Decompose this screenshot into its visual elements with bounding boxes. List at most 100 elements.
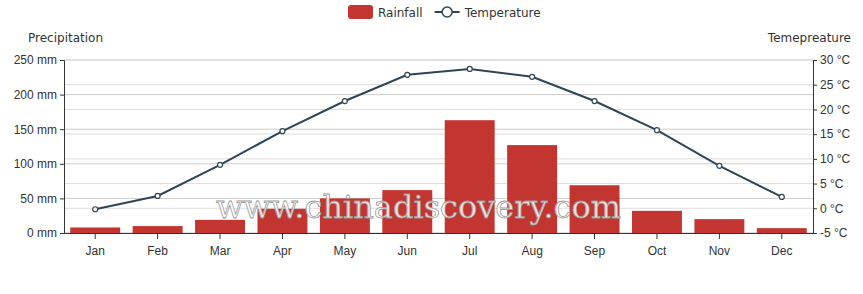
tick-mark: [282, 233, 283, 239]
tick: 200 mm: [14, 88, 64, 102]
tick-mark: [220, 233, 221, 239]
legend-label: Temperature: [464, 6, 541, 20]
tick-mark: [656, 233, 657, 239]
grid-line: [64, 60, 813, 61]
tick: Feb: [147, 233, 168, 258]
tick: Aug: [521, 233, 542, 258]
legend: Rainfall Temperature: [348, 5, 541, 20]
tick-mark: [60, 198, 64, 199]
tick: Jul: [462, 233, 477, 258]
tick-label: 5 °C: [820, 177, 844, 191]
tick: 0 °C: [813, 202, 844, 216]
tick: 250 mm: [14, 53, 64, 67]
bar: [133, 226, 183, 233]
tick-mark: [60, 95, 64, 96]
watermark: www.chinadiscovery.com: [216, 188, 621, 226]
tick: 30 °C: [813, 53, 850, 67]
legend-label: Rainfall: [378, 6, 423, 20]
plot-area: [70, 66, 807, 233]
tick-label: Jul: [462, 244, 477, 258]
tick: Mar: [210, 233, 231, 258]
tick-mark: [719, 233, 720, 239]
marker: [717, 163, 722, 168]
tick: Dec: [771, 233, 792, 258]
x-axis: Jan Feb Mar Apr May Jun Jul Aug Sep Oct Nov Dec: [65, 233, 814, 258]
tick: Nov: [709, 233, 730, 258]
tick: 0 mm: [27, 226, 64, 240]
grid-line: [64, 94, 813, 95]
grid-line: [64, 183, 813, 184]
tick: Apr: [273, 233, 292, 258]
tick: 50 mm: [20, 192, 64, 206]
tick-label: Jun: [398, 244, 417, 258]
tick-label: 0 mm: [27, 226, 57, 240]
tick-label: 150 mm: [14, 123, 57, 137]
tick-mark: [469, 233, 470, 239]
tick: 5 °C: [813, 177, 844, 191]
tick: Sep: [584, 233, 606, 258]
tick-mark: [813, 109, 817, 110]
tick-label: Sep: [584, 244, 606, 258]
tick-mark: [781, 233, 782, 239]
tick-label: May: [334, 244, 357, 258]
tick-label: 15 °C: [820, 127, 850, 141]
axis-line: [65, 233, 814, 234]
axis-title: Temepreature: [767, 31, 851, 45]
marker: [654, 128, 659, 133]
tick-label: 200 mm: [14, 88, 57, 102]
marker: [342, 99, 347, 104]
marker: [405, 72, 410, 77]
tick: Jun: [398, 233, 417, 258]
bar: [632, 211, 682, 233]
tick-mark: [344, 233, 345, 239]
tick-label: 10 °C: [820, 152, 850, 166]
tick: -5 °C: [813, 226, 848, 240]
grid-line: [64, 134, 813, 135]
tick-mark: [60, 129, 64, 130]
legend-item[interactable]: Rainfall: [348, 5, 423, 20]
tick-label: 250 mm: [14, 53, 57, 67]
marker: [218, 162, 223, 167]
tick: 25 °C: [813, 78, 850, 92]
tick: May: [334, 233, 357, 258]
tick-mark: [813, 184, 817, 185]
tick-mark: [157, 233, 158, 239]
tick-mark: [813, 60, 817, 61]
tick-label: 30 °C: [820, 53, 850, 67]
tick-label: 0 °C: [820, 202, 844, 216]
tick-label: Feb: [147, 244, 168, 258]
marker: [530, 74, 535, 79]
grid-line: [64, 158, 813, 159]
tick-label: -5 °C: [820, 226, 848, 240]
legend-swatch: [348, 5, 373, 19]
tick-label: 50 mm: [20, 192, 57, 206]
bar: [70, 227, 120, 233]
tick-label: 100 mm: [14, 157, 57, 171]
bar: [757, 228, 807, 233]
marker: [467, 66, 472, 71]
tick-label: Jan: [86, 244, 105, 258]
axis-title: Precipitation: [28, 31, 103, 45]
tick: Oct: [648, 233, 667, 258]
tick-mark: [813, 85, 817, 86]
legend-item[interactable]: Temperature: [435, 6, 541, 20]
axis-line: [60, 61, 65, 234]
marker: [280, 129, 285, 134]
legend-swatch: [442, 7, 452, 17]
grid: [64, 60, 813, 233]
marker: [779, 194, 784, 199]
tick-label: 25 °C: [820, 78, 850, 92]
tick-label: Nov: [709, 244, 730, 258]
tick-mark: [813, 233, 817, 234]
tick: Jan: [86, 233, 105, 258]
tick-mark: [594, 233, 595, 239]
tick-mark: [407, 233, 408, 239]
tick-label: Oct: [648, 244, 667, 258]
tick-mark: [813, 208, 817, 209]
bar: [694, 219, 744, 233]
tick-label: 20 °C: [820, 103, 850, 117]
tick-label: Aug: [521, 244, 542, 258]
grid-line: [64, 109, 813, 110]
grid-line: [64, 84, 813, 85]
tick-mark: [60, 60, 64, 61]
